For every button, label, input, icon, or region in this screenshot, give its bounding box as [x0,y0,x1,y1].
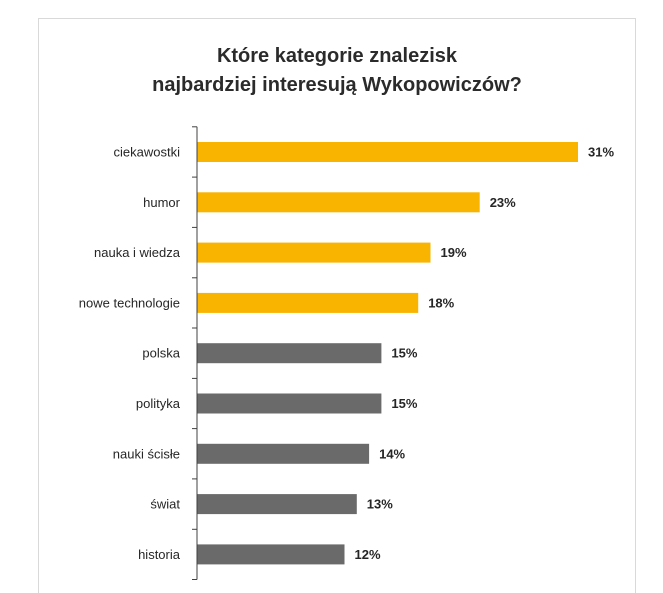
bar-3 [197,292,419,313]
category-label-4: polska [142,346,180,361]
value-label-8: 12% [355,547,381,562]
category-label-3: nowe technologie [79,295,180,310]
bar-1 [197,192,480,213]
category-label-1: humor [143,195,181,210]
value-label-1: 23% [490,195,516,210]
category-label-6: nauki ścisłe [113,446,180,461]
bar-6 [197,443,370,464]
category-label-7: świat [150,497,180,512]
category-label-0: ciekawostki [114,145,181,160]
value-label-5: 15% [391,396,417,411]
bar-7 [197,494,357,515]
category-label-2: nauka i wiedza [94,245,181,260]
value-label-3: 18% [428,295,454,310]
category-label-8: historia [138,547,181,562]
bar-8 [197,544,345,565]
category-label-5: polityka [136,396,181,411]
chart-title: Które kategorie znalezisk najbardziej in… [38,42,636,100]
value-label-7: 13% [367,497,393,512]
bar-2 [197,242,431,263]
bar-4 [197,343,382,364]
bar-5 [197,393,382,414]
bar-0 [197,142,578,162]
value-label-4: 15% [391,346,417,361]
chart-title-line-1: Które kategorie znalezisk [216,45,458,67]
value-label-6: 14% [379,446,405,461]
chart-title-line-2: najbardziej interesują Wykopowiczów? [152,74,522,96]
value-label-2: 19% [441,245,467,260]
value-label-0: 31% [588,145,614,160]
